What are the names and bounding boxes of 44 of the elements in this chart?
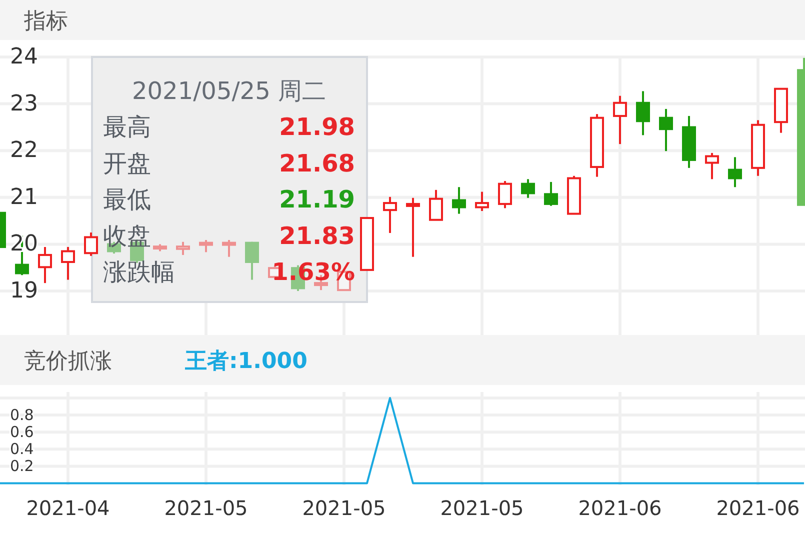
candlestick	[613, 94, 627, 146]
y-tick-label: 0.8	[10, 406, 34, 424]
candlestick	[406, 196, 420, 258]
x-tick-label: 2021-05	[440, 496, 524, 520]
text: 21.83	[279, 222, 355, 250]
y-tick-label: 22	[10, 138, 38, 164]
candlestick	[452, 186, 466, 215]
candlestick	[636, 90, 650, 136]
y-tick-label: 21	[10, 184, 38, 210]
y-tick-label: 0.2	[10, 457, 34, 476]
candlestick	[705, 152, 719, 180]
y-tick-label: 0.6	[10, 423, 34, 442]
y-tick-label: 0.4	[10, 440, 34, 458]
chart-title: 指标	[23, 9, 68, 34]
text: 21.98	[279, 113, 355, 141]
candlestick	[383, 196, 397, 234]
candlestick	[544, 180, 558, 207]
x-tick-label: 2021-04	[26, 496, 110, 520]
candlestick	[659, 108, 673, 152]
y-tick-label: 24	[10, 44, 38, 70]
candlestick	[84, 232, 98, 257]
text: 王者:1.000	[184, 349, 308, 374]
candlestick	[429, 188, 443, 221]
candlestick	[728, 156, 742, 188]
text: 1.63%	[272, 258, 355, 286]
chart-title: 竞价抓涨	[24, 349, 112, 374]
candlestick	[521, 178, 535, 199]
text: 21.68	[279, 149, 355, 178]
x-tick-label: 2021-05	[164, 496, 248, 520]
y-tick-label: 19	[10, 278, 38, 304]
text: 涨跌幅	[103, 258, 175, 286]
x-tick-label: 2021-05	[302, 496, 386, 520]
text: 21.19	[279, 186, 355, 214]
candlestick	[38, 246, 52, 284]
candlestick	[475, 190, 489, 212]
x-tick-label: 2021-06	[578, 496, 662, 520]
text: 开盘	[103, 149, 151, 178]
text: 最低	[103, 186, 151, 214]
x-tick-label: 2021-06	[716, 496, 800, 520]
text: 最高	[103, 113, 151, 141]
y-tick-label: 23	[10, 91, 38, 116]
candlestick	[498, 180, 512, 210]
candlestick	[61, 246, 75, 281]
text: 2021/05/25 周二	[132, 77, 326, 105]
